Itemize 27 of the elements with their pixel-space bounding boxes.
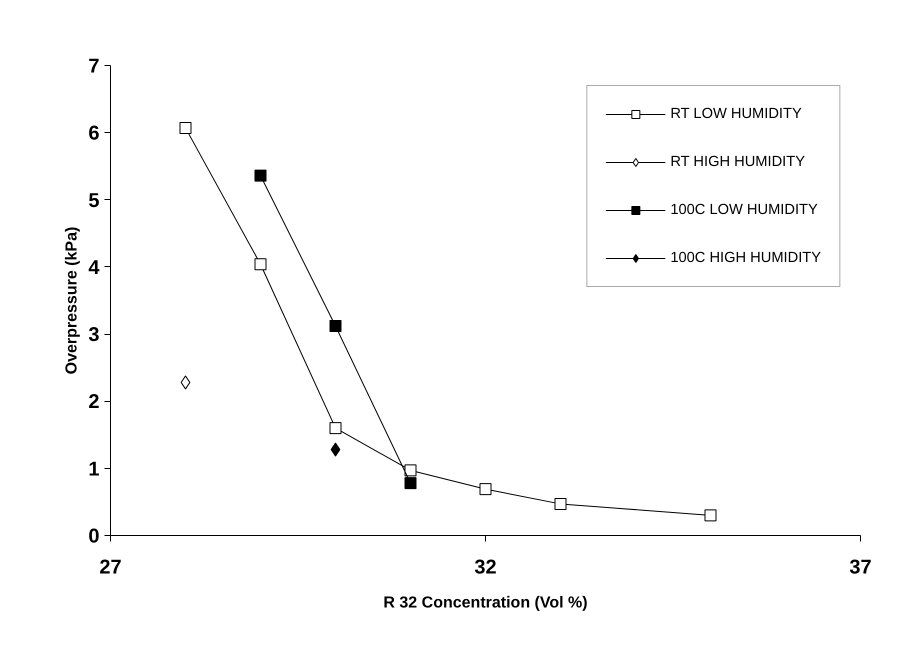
y-tick-label: 0 bbox=[88, 526, 100, 548]
point bbox=[254, 170, 266, 182]
y-tick-label: 7 bbox=[88, 56, 100, 78]
y-tick-label: 3 bbox=[88, 324, 100, 346]
y-tick-label: 1 bbox=[88, 458, 100, 480]
x-axis-title: R 32 Concentration (Vol %) bbox=[383, 594, 588, 612]
point bbox=[404, 464, 416, 476]
point bbox=[254, 258, 266, 270]
x-tick-label: 27 bbox=[99, 556, 122, 578]
point bbox=[330, 422, 342, 434]
legend-label: RT HIGH HUMIDITY bbox=[670, 154, 805, 170]
y-tick-label: 2 bbox=[88, 391, 100, 414]
y-axis-title: Overpressure (kPa) bbox=[63, 226, 80, 374]
y-tick-label: 4 bbox=[88, 256, 100, 279]
point bbox=[704, 509, 716, 522]
legend-label: RT LOW HUMIDITY bbox=[670, 106, 802, 122]
y-tick-label: 6 bbox=[88, 122, 100, 145]
point bbox=[554, 498, 566, 510]
y-tick-label: 5 bbox=[88, 190, 100, 212]
legend-label: 100C HIGH HUMIDITY bbox=[670, 250, 821, 266]
point bbox=[404, 477, 416, 490]
point bbox=[180, 122, 192, 134]
point bbox=[480, 483, 492, 496]
legend-label: 100C LOW HUMIDITY bbox=[670, 202, 818, 218]
point bbox=[330, 320, 342, 332]
x-tick-label: 37 bbox=[849, 556, 872, 578]
x-tick-label: 32 bbox=[474, 556, 497, 578]
